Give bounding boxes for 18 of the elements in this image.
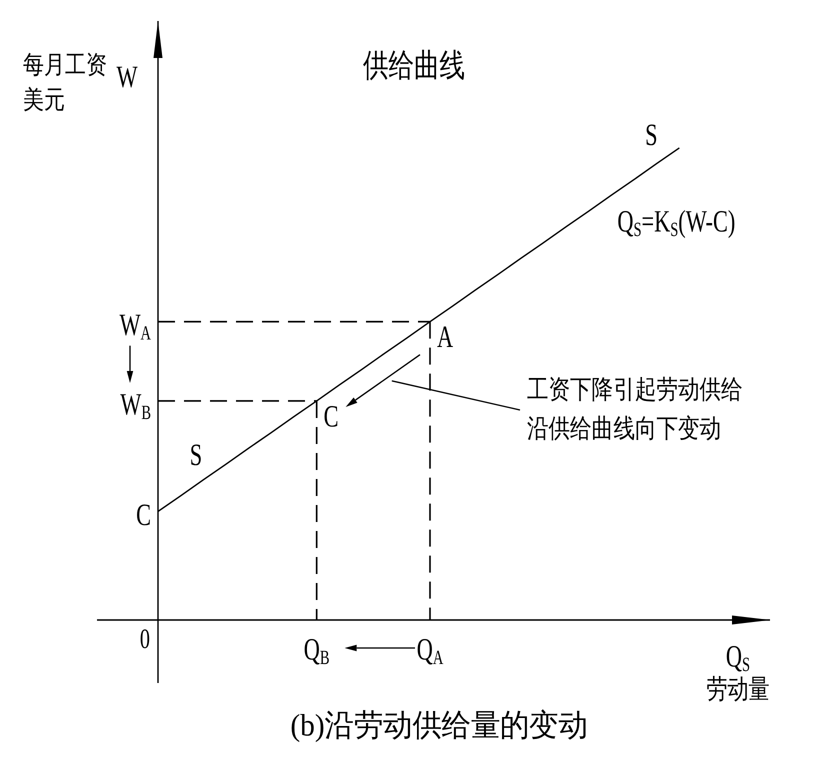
x-tick-label: Q$_{B}$ xyxy=(304,632,330,669)
text: (b)沿劳动供给量的变动 xyxy=(290,708,588,742)
text: W xyxy=(116,59,138,94)
text: W$_{B}$ xyxy=(120,386,151,424)
annotation: A xyxy=(437,319,454,354)
x-axis-title: 劳动量 xyxy=(706,674,770,704)
text: Q$_{S}$ xyxy=(726,638,750,676)
y-axis-title: 每月工资美元 xyxy=(23,50,108,116)
series-label: S xyxy=(190,437,202,472)
text: C xyxy=(136,497,151,532)
text: W$_{A}$ xyxy=(119,307,152,345)
text: S xyxy=(645,117,658,152)
chart-title: 供给曲线 xyxy=(362,48,466,84)
text: 0 xyxy=(140,624,150,654)
annotation: C xyxy=(324,398,339,434)
annotation: Q$_{S}$=K$_{S}$(W-C) xyxy=(617,204,736,241)
annotation: 工资下降引起劳动供给沿供给曲线向下变动 xyxy=(527,374,744,444)
x-tick-label: Q$_{A}$ xyxy=(416,632,444,669)
